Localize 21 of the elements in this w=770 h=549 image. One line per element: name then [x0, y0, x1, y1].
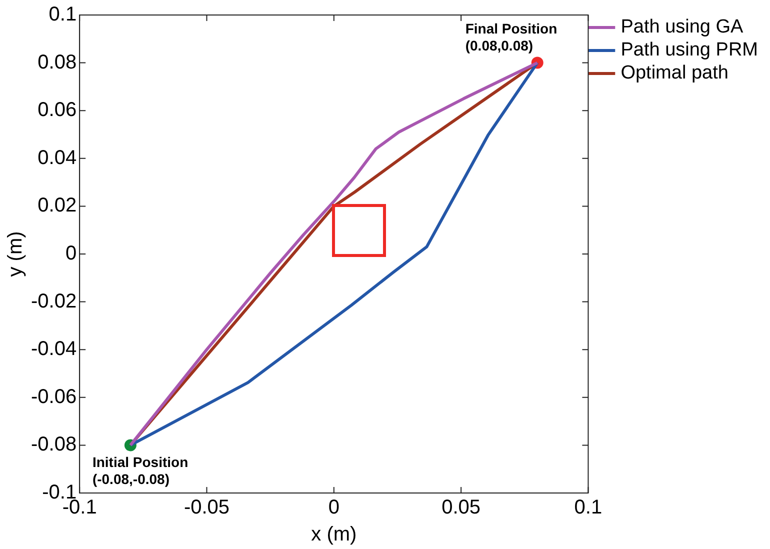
- x-axis-title: x (m): [311, 524, 357, 546]
- legend-label: Path using GA: [620, 16, 744, 38]
- y-axis-title: y (m): [4, 231, 27, 277]
- annotation: Initial Position (-0.08,-0.08): [92, 454, 188, 488]
- legend-label: Optimal path: [620, 62, 728, 84]
- y-tick-label: -0.06: [30, 386, 77, 408]
- y-tick-label: 0.06: [38, 99, 77, 122]
- y-tick-label: -0.04: [30, 338, 77, 360]
- x-tick-label: 0: [328, 496, 340, 519]
- x-tick-label: 0.05: [442, 496, 481, 519]
- y-tick-label: 0.04: [38, 146, 77, 169]
- y-tick-label: 0.08: [38, 51, 77, 74]
- y-tick-label: 0: [65, 242, 77, 265]
- y-tick-label: -0.02: [30, 290, 77, 312]
- legend-label: Path using PRM: [620, 40, 758, 61]
- annotation: Final Position (0.08,0.08): [465, 20, 558, 54]
- y-tick-label: 0.02: [38, 194, 77, 217]
- y-tick-label: -0.08: [30, 434, 77, 456]
- y-tick-label: 0.1: [48, 4, 77, 26]
- x-tick-label: -0.05: [184, 496, 230, 519]
- x-tick-label: 0.1: [574, 496, 602, 519]
